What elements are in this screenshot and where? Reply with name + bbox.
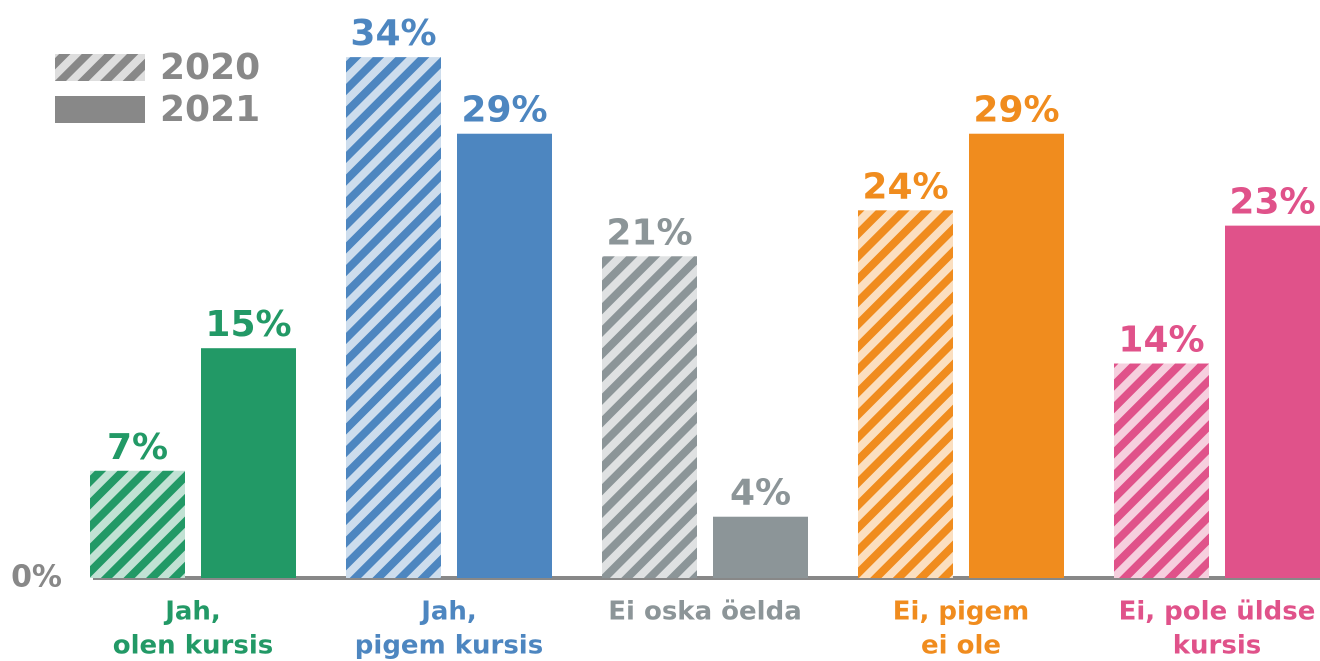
legend-swatch [55,96,145,123]
x-tick-label: olen kursis [113,631,273,661]
data-label: 21% [606,212,692,253]
data-label: 7% [107,427,168,468]
legend-swatch [55,54,145,81]
x-tick-label: pigem kursis [355,631,543,661]
legend-label: 2021 [160,89,260,130]
bar [1225,225,1320,578]
data-label: 14% [1118,320,1204,361]
x-tick-label: Ei oska öelda [608,597,802,627]
x-tick-label: Jah, [163,597,221,627]
bar [346,57,441,579]
data-label: 24% [862,166,948,207]
bar [713,516,808,578]
bar [602,256,697,578]
bar [201,348,296,578]
y-tick-label: 0% [11,560,62,595]
bar [969,133,1064,578]
data-label: 15% [205,304,291,345]
x-tick-label: Ei, pigem [893,597,1029,627]
x-tick-label: Ei, pole üldse [1119,597,1316,627]
data-label: 23% [1229,182,1315,223]
x-tick-label: kursis [1173,631,1262,661]
data-label: 4% [730,473,791,514]
x-tick-label: Jah, [419,597,477,627]
x-tick-label: ei ole [921,631,1001,661]
legend-label: 2020 [160,47,260,88]
bar [1114,363,1209,578]
data-label: 34% [350,13,436,54]
bar [90,470,185,578]
bar [457,133,552,578]
data-label: 29% [461,90,547,131]
bar [858,210,953,578]
data-label: 29% [973,90,1059,131]
